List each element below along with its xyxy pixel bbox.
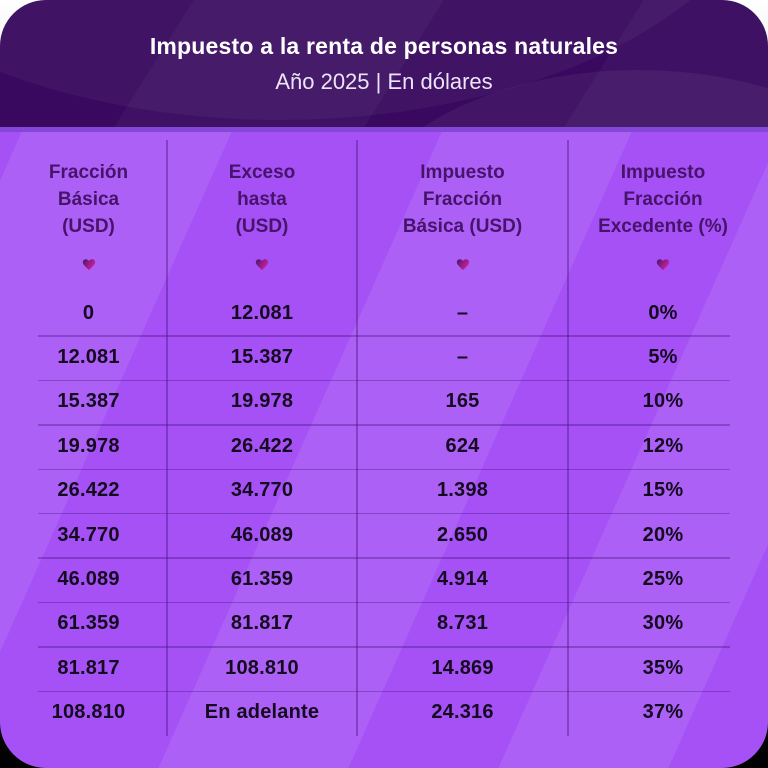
cell-exceso-hasta: 12.081 xyxy=(230,301,294,324)
tax-brackets-table: Fracción Básica (USD) Exceso hasta (USD) xyxy=(0,132,768,768)
cell-exceso-hasta: 19.978 xyxy=(230,390,294,413)
table-header-row: Fracción Básica (USD) Exceso hasta (USD) xyxy=(10,132,758,291)
cell-impuesto-fraccion-excedente: 5% xyxy=(648,346,678,369)
table-row: 34.770 46.089 2.650 20% xyxy=(10,512,758,557)
header-banner: Impuesto a la renta de personas naturale… xyxy=(0,0,768,127)
cell-impuesto-fraccion-excedente: 35% xyxy=(642,656,684,679)
table-row: 26.422 34.770 1.398 15% xyxy=(10,468,758,513)
cell-impuesto-fraccion-basica: 165 xyxy=(445,390,480,413)
column-header-label: Fracción Básica (USD) xyxy=(48,162,129,237)
column-header-label: Exceso hasta (USD) xyxy=(228,162,296,237)
cell-impuesto-fraccion-basica: 24.316 xyxy=(431,701,494,724)
heart-icon xyxy=(255,259,269,271)
column-header-fraccion-basica: Fracción Básica (USD) xyxy=(10,159,167,291)
table-row: 81.817 108.810 14.869 35% xyxy=(10,646,758,690)
cell-impuesto-fraccion-basica: 14.869 xyxy=(431,656,494,679)
cell-fraccion-basica: 81.817 xyxy=(57,656,120,679)
cell-impuesto-fraccion-excedente: 30% xyxy=(642,612,684,635)
cell-exceso-hasta: 61.359 xyxy=(230,568,294,591)
page-subtitle: Año 2025 | En dólares xyxy=(275,68,493,94)
cell-exceso-hasta: 81.817 xyxy=(230,612,294,635)
cell-exceso-hasta: 108.810 xyxy=(225,656,299,679)
cell-fraccion-basica: 34.770 xyxy=(57,523,120,546)
cell-impuesto-fraccion-basica: 8.731 xyxy=(436,612,489,635)
cell-impuesto-fraccion-basica: 4.914 xyxy=(436,568,489,591)
cell-fraccion-basica: 108.810 xyxy=(51,701,126,724)
cell-fraccion-basica: 12.081 xyxy=(57,346,120,369)
column-header-label: Impuesto Fracción Excedente (%) xyxy=(598,162,728,237)
cell-fraccion-basica: 61.359 xyxy=(57,612,120,635)
table-row: 46.089 61.359 4.914 25% xyxy=(10,557,758,601)
cell-fraccion-basica: 46.089 xyxy=(57,568,120,591)
table-grid: Fracción Básica (USD) Exceso hasta (USD) xyxy=(0,132,768,735)
table-row: 19.978 26.422 624 12% xyxy=(10,424,758,468)
cell-impuesto-fraccion-excedente: 25% xyxy=(642,568,684,591)
column-divider xyxy=(166,140,168,736)
table-row: 15.387 19.978 165 10% xyxy=(10,379,758,424)
heart-icon xyxy=(456,259,469,271)
cell-exceso-hasta: 15.387 xyxy=(230,346,294,369)
table-row: 12.081 15.387 – 5% xyxy=(10,335,758,379)
column-divider xyxy=(567,140,569,736)
cell-fraccion-basica: 19.978 xyxy=(57,434,120,457)
column-header-impuesto-fraccion-basica: Impuesto Fracción Básica (USD) xyxy=(357,159,568,291)
cell-exceso-hasta: 34.770 xyxy=(230,479,294,502)
cell-fraccion-basica: 0 xyxy=(82,301,95,324)
cell-impuesto-fraccion-basica: – xyxy=(456,301,469,324)
page-title: Impuesto a la renta de personas naturale… xyxy=(149,32,619,59)
cell-impuesto-fraccion-basica: 2.650 xyxy=(436,523,489,546)
cell-exceso-hasta: 46.089 xyxy=(230,523,294,546)
heart-icon xyxy=(656,259,670,271)
cell-impuesto-fraccion-excedente: 10% xyxy=(642,390,684,413)
cell-impuesto-fraccion-excedente: 20% xyxy=(642,523,684,546)
column-header-exceso-hasta: Exceso hasta (USD) xyxy=(167,159,357,291)
heart-icon xyxy=(82,259,95,271)
column-divider xyxy=(356,140,358,736)
table-row: 108.810 En adelante 24.316 37% xyxy=(10,690,758,735)
cell-exceso-hasta: En adelante xyxy=(204,701,320,724)
cell-impuesto-fraccion-basica: 624 xyxy=(445,434,480,457)
column-header-impuesto-fraccion-excedente: Impuesto Fracción Excedente (%) xyxy=(568,159,758,291)
cell-fraccion-basica: 15.387 xyxy=(57,390,120,413)
cell-impuesto-fraccion-excedente: 0% xyxy=(648,301,678,324)
cell-impuesto-fraccion-excedente: 12% xyxy=(642,434,684,457)
cell-impuesto-fraccion-basica: – xyxy=(456,346,469,369)
column-header-label: Impuesto Fracción Básica (USD) xyxy=(402,162,523,237)
cell-exceso-hasta: 26.422 xyxy=(230,434,294,457)
cell-fraccion-basica: 26.422 xyxy=(57,479,120,502)
table-row: 61.359 81.817 8.731 30% xyxy=(10,601,758,646)
table-row: 0 12.081 – 0% xyxy=(10,291,758,335)
cell-impuesto-fraccion-excedente: 15% xyxy=(642,479,684,502)
cell-impuesto-fraccion-excedente: 37% xyxy=(642,701,684,724)
divider-strip xyxy=(0,127,768,132)
cell-impuesto-fraccion-basica: 1.398 xyxy=(436,479,489,502)
